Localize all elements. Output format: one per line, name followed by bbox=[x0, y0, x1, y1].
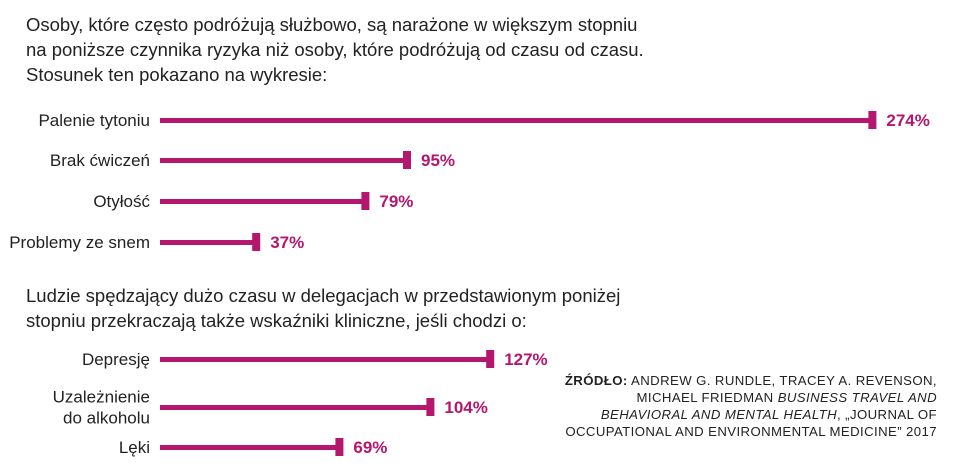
bar bbox=[160, 445, 340, 450]
bar-end-cap bbox=[426, 398, 435, 416]
value-label: 127% bbox=[504, 350, 547, 369]
value-label: 95% bbox=[421, 151, 455, 170]
bar-end-cap bbox=[868, 111, 877, 129]
source-journal: „Journal of Occupational and Environment… bbox=[565, 407, 937, 439]
value-label: 37% bbox=[270, 233, 304, 252]
intro-bottom-line: Ludzie spędzający dużo czasu w delegacja… bbox=[26, 285, 621, 306]
source-note: ŹRÓDŁO: Andrew G. Rundle, Tracey A. Reve… bbox=[564, 373, 937, 439]
value-label: 79% bbox=[379, 192, 413, 211]
intro-text-bottom: Ludzie spędzający dużo czasu w delegacja… bbox=[26, 283, 726, 333]
bar-end-cap bbox=[335, 438, 344, 456]
bar-end-cap bbox=[403, 151, 411, 169]
source-title: Business Travel and Behavioral and Menta… bbox=[600, 390, 937, 422]
category-label: Lęki bbox=[119, 438, 150, 457]
category-label: Problemy ze snem bbox=[9, 233, 150, 252]
category-label: Depresję bbox=[82, 350, 150, 369]
value-label: 274% bbox=[886, 111, 929, 130]
intro-bottom-line: stopniu przekraczają także wskaźniki kli… bbox=[26, 310, 527, 331]
bar bbox=[160, 405, 431, 410]
bar bbox=[160, 240, 257, 245]
intro-top-line: Stosunek ten pokazano na wykresie: bbox=[26, 64, 328, 85]
source-authors: Andrew G. Rundle, Tracey A. Revenson, Mi… bbox=[631, 373, 937, 405]
bar bbox=[160, 158, 407, 163]
category-label: Otyłość bbox=[93, 192, 150, 211]
bar-end-cap bbox=[252, 233, 261, 251]
value-label: 69% bbox=[353, 438, 387, 457]
bar bbox=[160, 118, 873, 123]
value-label: 104% bbox=[444, 398, 487, 417]
category-label: Palenie tytoniu bbox=[38, 111, 150, 130]
bar-end-cap bbox=[361, 192, 370, 210]
intro-top-line: Osoby, które często podróżują służbowo, … bbox=[26, 14, 638, 35]
intro-text-top: Osoby, które często podróżują służbowo, … bbox=[26, 12, 726, 87]
bar bbox=[160, 199, 366, 204]
category-label: Uzależnienie bbox=[53, 388, 150, 407]
category-label: Brak ćwiczeń bbox=[50, 151, 150, 170]
intro-top-line: na poniższe czynnika ryzyka niż osoby, k… bbox=[26, 39, 644, 60]
category-label: do alkoholu bbox=[63, 409, 150, 428]
bar-end-cap bbox=[486, 350, 495, 368]
source-lead: ŹRÓDŁO: bbox=[564, 373, 628, 388]
bar bbox=[160, 357, 491, 362]
